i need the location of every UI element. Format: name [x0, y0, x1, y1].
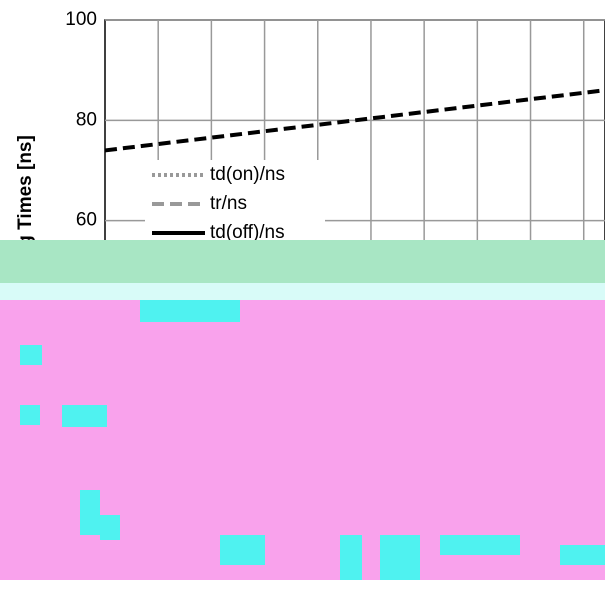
glitch-block [140, 300, 240, 322]
glitch-band [0, 240, 605, 285]
legend-label: tr/ns [210, 193, 247, 214]
glitch-block [380, 535, 420, 580]
y-tick-label: 60 [76, 210, 97, 231]
glitch-block [20, 405, 40, 425]
glitch-block [20, 345, 42, 365]
glitch-block [62, 405, 107, 427]
y-tick-label: 100 [65, 9, 97, 30]
legend-label: td(off)/ns [210, 222, 285, 243]
glitch-block [440, 535, 520, 555]
series-line [104, 88, 605, 153]
glitch-block [220, 535, 265, 565]
glitch-block [560, 545, 605, 565]
glitch-block [100, 515, 120, 540]
glitch-block [80, 490, 100, 535]
glitch-overlay [0, 240, 605, 580]
glitch-band [0, 283, 605, 301]
glitch-block [340, 535, 362, 580]
legend-label: td(on)/ns [210, 164, 285, 185]
y-tick-label: 80 [76, 109, 97, 130]
